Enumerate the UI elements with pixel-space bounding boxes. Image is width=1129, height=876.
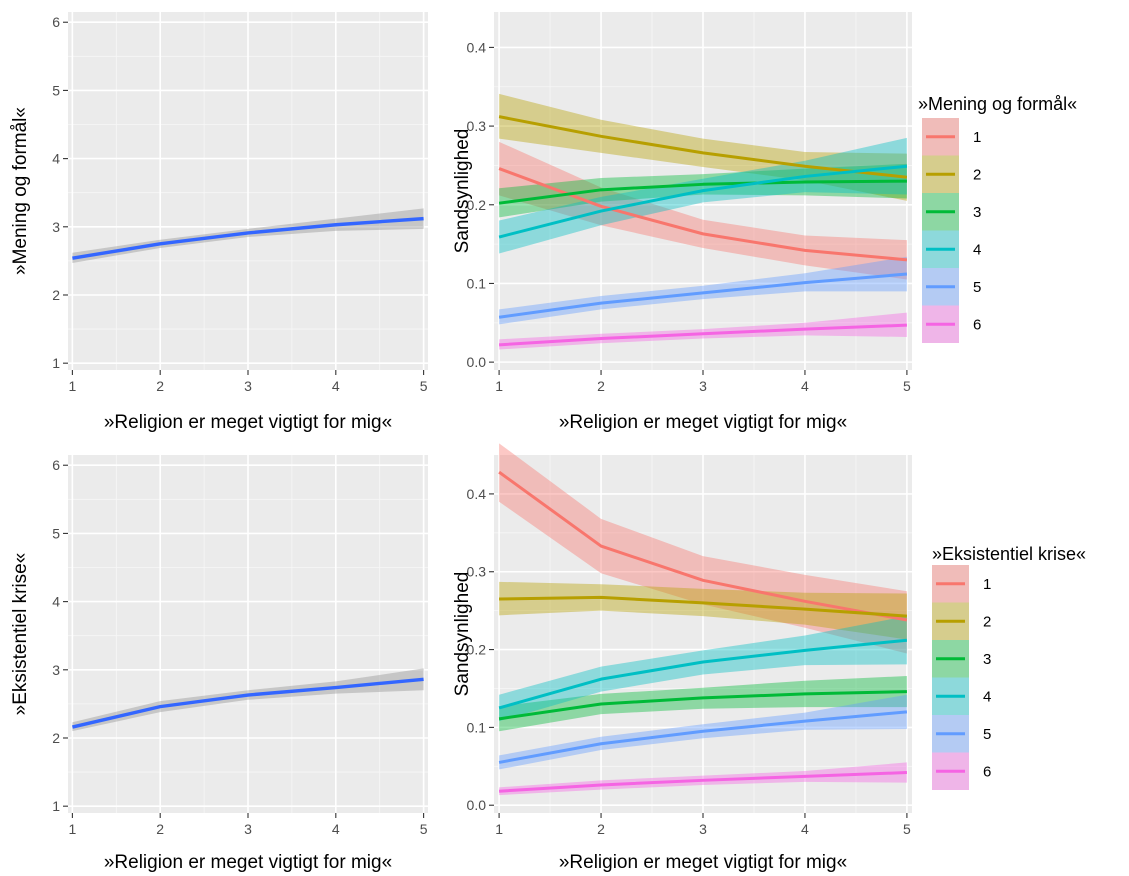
x-tick-label: 2 (597, 378, 605, 394)
x-tick-label: 5 (420, 821, 428, 837)
panel-top-left: 1 2 3 4 5 1 2 3 4 5 6 »Religion er meget vigtigt fo… (10, 12, 428, 433)
series-line-3 (498, 690, 907, 721)
y-tick-label: 2 (52, 730, 60, 746)
x-tick-label: 4 (332, 378, 340, 394)
series-line-5 (498, 710, 908, 764)
legend-label: 5 (983, 726, 991, 743)
x-tick-label: 5 (420, 378, 428, 394)
confidence-ribbon-3 (499, 676, 907, 732)
x-tick-label: 5 (903, 821, 911, 837)
y-tick-label: 0.2 (467, 197, 487, 213)
legend-label: 1 (983, 576, 991, 593)
y-tick-label: 6 (52, 14, 60, 30)
x-axis-title: »Religion er meget vigtigt for mig« (104, 412, 392, 433)
y-tick-label: 0.1 (467, 275, 487, 291)
panel-bottom-left: 1 2 3 4 5 1 2 3 4 5 6 »Religion er meget vigtigt fo… (10, 455, 428, 873)
y-tick-label: 0.0 (467, 354, 487, 370)
series-line-1 (498, 470, 908, 622)
confidence-ribbon-2 (499, 93, 907, 201)
confidence-ribbon-6 (499, 312, 907, 350)
y-tick-label: 0.0 (467, 797, 487, 813)
y-tick-label: 5 (52, 82, 60, 98)
legend-label: 4 (973, 241, 981, 258)
y-tick-label: 1 (52, 798, 60, 814)
legend-label: 1 (973, 129, 981, 146)
x-tick-label: 3 (699, 378, 707, 394)
series-line-1 (72, 677, 424, 729)
x-tick-label: 4 (332, 821, 340, 837)
y-tick-label: 6 (52, 457, 60, 473)
confidence-ribbon-1 (499, 141, 907, 280)
legend-label: 2 (983, 613, 991, 630)
confidence-ribbon-1 (72, 668, 424, 732)
y-tick-label: 0.1 (467, 719, 487, 735)
x-tick-label: 2 (156, 821, 164, 837)
y-tick-label: 0.4 (467, 486, 487, 502)
legend-title: »Mening og formål« (918, 94, 1077, 114)
y-tick-label: 0.3 (467, 564, 487, 580)
legend-label: 6 (983, 763, 991, 780)
series-line-4 (498, 638, 908, 710)
x-tick-label: 2 (597, 821, 605, 837)
legend-label: 5 (973, 279, 981, 296)
y-axis-title: »Eksistentiel krise« (10, 553, 31, 716)
series-line-3 (498, 179, 907, 205)
y-tick-label: 0.4 (467, 39, 487, 55)
y-axis-title: Sandsynlighed (452, 572, 473, 697)
legend-label: 3 (983, 651, 991, 668)
series-line-6 (499, 323, 907, 347)
y-tick-label: 3 (52, 662, 60, 678)
x-tick-label: 4 (801, 378, 809, 394)
legend-title: »Eksistentiel krise« (932, 544, 1086, 564)
series-line-4 (498, 164, 908, 239)
y-tick-label: 3 (52, 219, 60, 235)
series-line-2 (499, 595, 908, 618)
y-axis-title: Sandsynlighed (452, 129, 473, 254)
y-axis-title: »Mening og formål« (10, 107, 31, 275)
confidence-ribbon-6 (499, 762, 907, 796)
panel-top-right: 1 2 3 4 5 0.0 0.1 0.2 0.3 0.4 »Religion er meget v… (452, 12, 1077, 433)
series-line-5 (498, 272, 908, 319)
x-axis-title: »Religion er meget vigtigt for mig« (104, 852, 392, 873)
confidence-ribbon-1 (72, 208, 424, 263)
confidence-ribbon-5 (499, 256, 907, 325)
legend: »Eksistentiel krise« 1 2 3 4 5 6 (932, 544, 1086, 790)
x-axis-title: »Religion er meget vigtigt for mig« (559, 412, 847, 433)
x-tick-label: 1 (68, 378, 76, 394)
y-tick-label: 4 (52, 151, 60, 167)
x-tick-label: 1 (68, 821, 76, 837)
series-line-6 (499, 771, 907, 793)
y-tick-label: 4 (52, 594, 60, 610)
x-tick-label: 1 (495, 378, 503, 394)
legend-label: 6 (973, 316, 981, 333)
x-tick-label: 3 (244, 821, 252, 837)
legend-label: 4 (983, 688, 991, 705)
x-axis-title: »Religion er meget vigtigt for mig« (559, 852, 847, 873)
series-line-1 (72, 216, 424, 260)
x-tick-label: 3 (699, 821, 707, 837)
y-tick-label: 2 (52, 287, 60, 303)
y-tick-label: 5 (52, 525, 60, 541)
series-line-2 (498, 115, 908, 179)
x-tick-label: 4 (801, 821, 809, 837)
x-tick-label: 3 (244, 378, 252, 394)
x-tick-label: 2 (156, 378, 164, 394)
panel-bottom-right: 1 2 3 4 5 0.0 0.1 0.2 0.3 0.4 »Religion er meget v… (452, 443, 1086, 873)
y-tick-label: 0.3 (467, 118, 487, 134)
legend: »Mening og formål« 1 2 3 4 5 6 (918, 94, 1077, 343)
legend-label: 2 (973, 166, 981, 183)
legend-label: 3 (973, 204, 981, 221)
y-tick-label: 1 (52, 355, 60, 371)
y-tick-label: 0.2 (467, 642, 487, 658)
x-tick-label: 5 (903, 378, 911, 394)
x-tick-label: 1 (495, 821, 503, 837)
confidence-ribbon-4 (499, 616, 907, 722)
